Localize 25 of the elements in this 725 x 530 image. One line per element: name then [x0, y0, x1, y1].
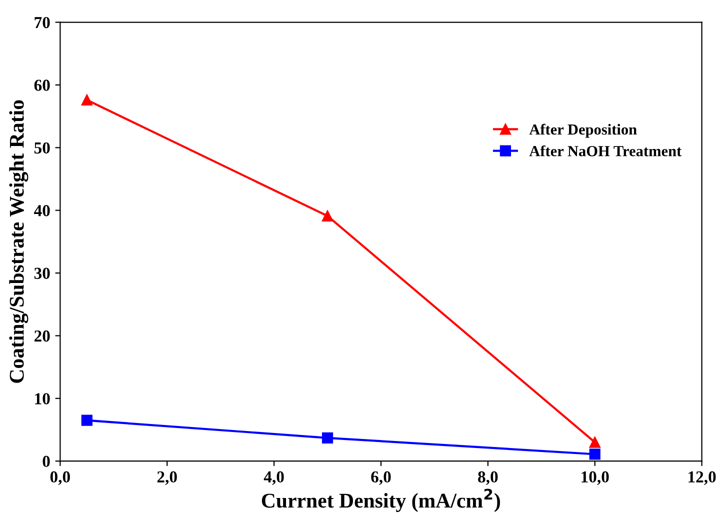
x-tick-label: 8,0	[478, 471, 498, 485]
y-tick-label: 10	[35, 393, 50, 404]
y-tick-label: 60	[34, 80, 50, 91]
x-axis-title: Currnet Density (mA/cm$^{2}$)	[262, 488, 500, 512]
y-tick-label: 20	[34, 330, 50, 342]
y-tick-label: 0	[42, 456, 50, 468]
y-axis-title: Coating/Substrate Weight Ratio	[9, 100, 28, 383]
point	[81, 414, 92, 426]
y-tick-label: 40	[34, 205, 50, 216]
x-tick-label: 10,0	[582, 471, 609, 485]
point	[589, 448, 600, 460]
legend-label: After Deposition	[529, 124, 637, 138]
legend-label: After NaOH Treatment	[529, 145, 682, 156]
x-tick-label: 2,0	[157, 471, 177, 485]
x-tick-label: 6,0	[371, 471, 391, 485]
point	[81, 94, 92, 106]
y-tick-label: 50	[34, 142, 50, 154]
point	[322, 432, 334, 444]
x-tick-label: 0,0	[50, 471, 70, 485]
point	[589, 436, 600, 448]
y-tick-label: 30	[34, 268, 50, 279]
x-tick-label: 4,0	[264, 471, 284, 485]
x-tick-label: 12,0	[688, 471, 716, 485]
y-tick-label: 70	[34, 16, 50, 28]
point	[322, 210, 334, 222]
